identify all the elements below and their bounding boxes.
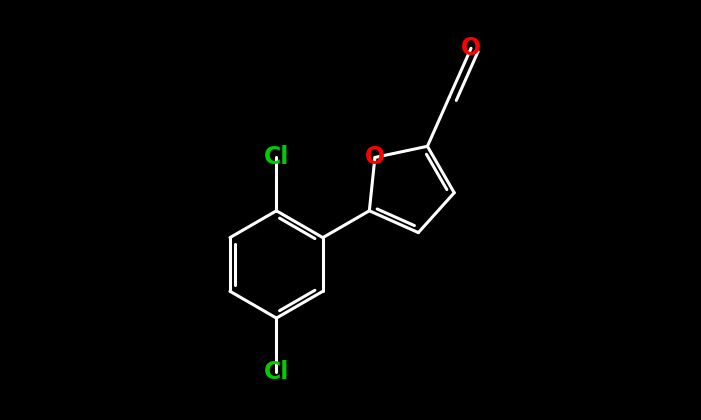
Text: O: O <box>365 145 385 169</box>
Text: O: O <box>461 36 481 60</box>
Text: Cl: Cl <box>264 360 289 384</box>
Text: Cl: Cl <box>264 145 289 169</box>
